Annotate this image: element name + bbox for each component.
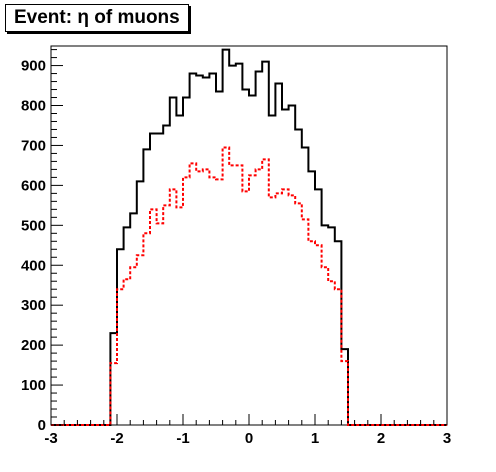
y-tick-label: 100: [21, 377, 46, 394]
y-axis: 0 100 200 300 400 500 600 700 800 900: [21, 49, 63, 434]
x-tick-label: 3: [443, 430, 451, 447]
y-tick-label: 300: [21, 297, 46, 314]
y-tick-label: 400: [21, 257, 46, 274]
chart-title: Event: η of muons: [5, 4, 189, 32]
x-tick-label: 2: [377, 430, 385, 447]
x-tick-label: 0: [245, 430, 253, 447]
x-axis: -3 -2 -1 0 1 2 3: [44, 414, 451, 447]
y-tick-label: 700: [21, 137, 46, 154]
x-tick-label: -1: [176, 430, 189, 447]
y-tick-label: 900: [21, 58, 46, 75]
histogram-series-1: [51, 48, 447, 426]
y-tick-label: 0: [38, 417, 46, 434]
y-tick-label: 600: [21, 177, 46, 194]
histogram-series-2: [51, 146, 447, 426]
y-tick-label: 800: [21, 98, 46, 115]
x-tick-label: 1: [311, 430, 319, 447]
y-tick-label: 200: [21, 337, 46, 354]
series-layer: [51, 48, 447, 426]
x-tick-label: -3: [44, 430, 57, 447]
y-tick-label: 500: [21, 217, 46, 234]
x-tick-label: -2: [110, 430, 123, 447]
